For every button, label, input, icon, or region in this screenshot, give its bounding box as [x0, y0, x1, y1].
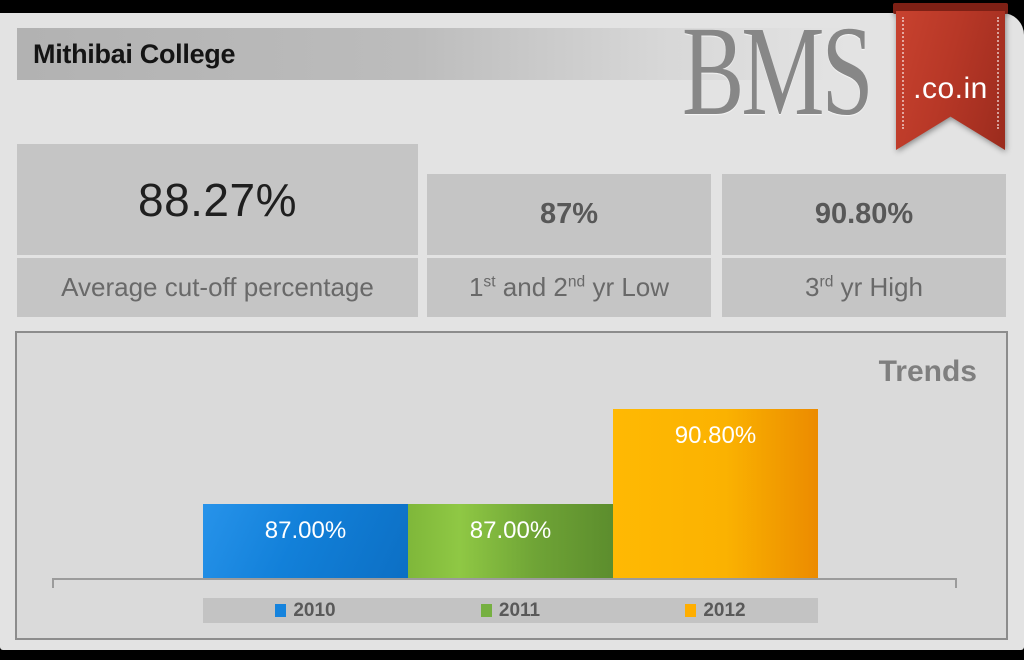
stat-average-value: 88.27%: [137, 173, 297, 226]
stat-low-value-box: 87%: [427, 174, 711, 255]
x-axis-line: [52, 578, 957, 588]
bar-2012: 90.80%: [613, 409, 818, 579]
bar-2012-value-label: 90.80%: [674, 422, 757, 449]
ribbon-domain-text: .co.in: [913, 72, 988, 105]
stat-low-label-box: 1st and 2nd yr Low: [427, 258, 711, 317]
legend-label-2012: 2012: [703, 599, 746, 621]
axis-tick-left: [52, 580, 54, 588]
plot-area: 87.00% 87.00% 90.80%: [203, 333, 818, 579]
stat-high-label-box: 3rd yr High: [722, 258, 1006, 317]
stat-high-value: 90.80%: [814, 198, 914, 230]
chart-legend: 2010 2011 2012: [203, 598, 818, 623]
stat-average-label: Average cut-off percentage: [61, 272, 374, 302]
page-title: Mithibai College: [33, 39, 236, 69]
stat-average-value-box: 88.27%: [17, 144, 418, 255]
legend-item-2010: 2010: [203, 598, 408, 623]
slide-background: Mithibai College BMS .co.in 88.27% Avera…: [0, 3, 1024, 650]
ribbon-body: .co.in: [896, 11, 1005, 150]
chart-title: Trends: [878, 355, 977, 388]
ribbon-stitch-right: [997, 17, 999, 129]
bar-2010-value-label: 87.00%: [264, 517, 347, 544]
trends-chart: Trends 87.00% 87.00% 90.80% 2010 2011: [15, 331, 1008, 640]
legend-item-2011: 2011: [408, 598, 613, 623]
title-band: Mithibai College: [17, 28, 1007, 80]
stat-low-label: 1st and 2nd yr Low: [468, 272, 670, 302]
legend-label-2010: 2010: [293, 599, 336, 621]
legend-label-2011: 2011: [498, 599, 541, 621]
stat-average-label-box: Average cut-off percentage: [17, 258, 418, 317]
bar-2011-value-label: 87.00%: [469, 517, 552, 544]
legend-swatch-2012: [685, 604, 697, 617]
ribbon-stitch-left: [902, 17, 904, 129]
bar-2011: 87.00%: [408, 504, 613, 579]
axis-tick-right: [955, 580, 957, 588]
bar-2010: 87.00%: [203, 504, 408, 579]
stat-low-value: 87%: [539, 198, 599, 230]
ribbon-fold: [893, 3, 1008, 14]
legend-swatch-2011: [480, 604, 492, 617]
stat-high-value-box: 90.80%: [722, 174, 1006, 255]
bms-logo: BMS: [682, 0, 874, 142]
ribbon-bookmark: .co.in: [893, 3, 1008, 153]
legend-item-2012: 2012: [613, 598, 818, 623]
legend-swatch-2010: [275, 604, 287, 617]
stat-high-label: 3rd yr High: [805, 272, 923, 302]
